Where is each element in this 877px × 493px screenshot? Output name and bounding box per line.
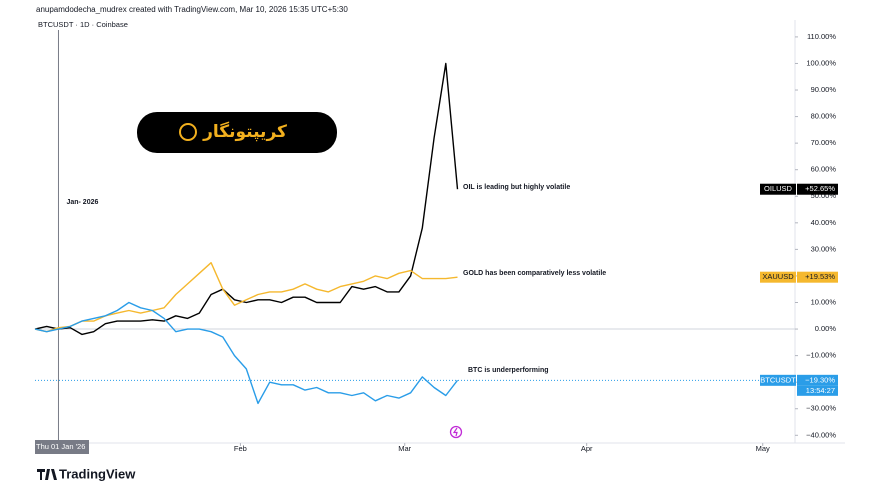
y-tick-label: −30.00% [806, 404, 836, 413]
y-tick-label: 50.00% [811, 191, 837, 200]
y-tick-label: 40.00% [811, 218, 837, 227]
x-tick-label: Mar [398, 444, 411, 453]
brand-icon [37, 469, 57, 480]
value-tag-label: −19.30% [805, 375, 835, 384]
y-tick-label: 30.00% [811, 244, 837, 253]
series-line [34, 62, 459, 336]
series-line [34, 262, 458, 333]
y-tick-label: 80.00% [811, 112, 837, 121]
badge-icon [179, 123, 197, 141]
countdown-tag [797, 385, 838, 396]
value-tag [797, 183, 838, 195]
badge-text: کریپتونگار [202, 121, 287, 142]
value-tag [797, 271, 838, 283]
value-tag-label: +52.65% [805, 184, 835, 193]
y-tick-label: −40.00% [806, 430, 836, 439]
y-tick-label: 60.00% [811, 165, 837, 174]
symbol-tag-label: OILUSD [764, 184, 793, 193]
series-line [34, 301, 459, 405]
brand-name: TradingView [59, 466, 136, 481]
annotation: BTC is underperforming [468, 367, 549, 374]
chart-title: BTCUSDT · 1D · Coinbase [38, 20, 128, 29]
x-tick-label: Apr [581, 444, 593, 453]
badge-bg [137, 112, 337, 153]
x-tick-label: May [756, 444, 770, 453]
brand-logo: TradingView [37, 466, 136, 481]
value-tag [797, 374, 838, 386]
header: anupamdodecha_mudrex created with Tradin… [36, 5, 348, 14]
y-tick-label: −10.00% [806, 351, 836, 360]
countdown-label: 13:54:27 [806, 386, 835, 395]
y-tick-label: 10.00% [811, 297, 837, 306]
x-tick-label: Feb [234, 444, 247, 453]
date-marker-box [35, 440, 89, 454]
symbol-tag [760, 374, 796, 386]
symbol-tag-label: BTCUSDT [760, 375, 796, 384]
news-bolt [452, 427, 458, 437]
y-tick-label: 90.00% [811, 85, 837, 94]
symbol-tag [760, 183, 796, 195]
y-tick-label: 110.00% [807, 32, 836, 41]
news-circle [449, 425, 463, 439]
marker-label: Jan- 2026 [66, 199, 98, 206]
symbol-tag [760, 271, 796, 283]
symbol-tag-label: XAUUSD [762, 272, 794, 281]
x-tick-label: Thu 01 Jan '26 [36, 442, 85, 451]
annotation: GOLD has been comparatively less volatil… [463, 270, 606, 277]
y-tick-label: 0.00% [815, 324, 837, 333]
y-tick-label: 70.00% [811, 138, 837, 147]
annotation: OIL is leading but highly volatile [463, 184, 570, 191]
news-icon [449, 425, 463, 439]
value-tag-label: +19.53% [805, 272, 835, 281]
y-tick-label: 100.00% [806, 58, 836, 67]
